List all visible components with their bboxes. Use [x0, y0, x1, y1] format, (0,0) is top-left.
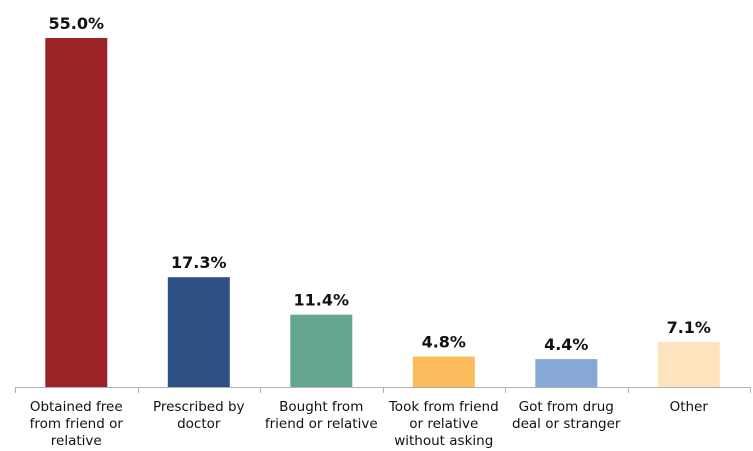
bar-other — [657, 341, 720, 387]
category-label-line: from friend or — [30, 416, 124, 432]
bars-group — [45, 38, 720, 387]
bar-prescribed-by-doctor — [167, 277, 230, 387]
category-label-took-from-friend-or-relative-without-asking: Took from friend or relative without askin… — [388, 399, 499, 449]
category-label-prescribed-by-doctor: Prescribed by doctor — [153, 399, 245, 432]
bar-obtained-free-from-friend-or-relative — [45, 38, 108, 387]
value-label-other: 7.1% — [667, 318, 711, 337]
x-axis — [15, 387, 751, 393]
category-label-got-from-drug-deal-or-stranger: Got from drug deal or stranger — [512, 399, 621, 432]
category-labels-group: Obtained free from friend or relative Presc… — [30, 399, 709, 449]
category-label-other: Other — [670, 399, 709, 415]
value-label-prescribed-by-doctor: 17.3% — [171, 253, 227, 272]
bar-got-from-drug-deal-or-stranger — [535, 359, 598, 387]
category-label-line: Took from friend — [388, 399, 499, 415]
value-label-obtained-free-from-friend-or-relative: 55.0% — [48, 14, 104, 33]
value-label-got-from-drug-deal-or-stranger: 4.4% — [544, 335, 588, 354]
category-label-line: Prescribed by — [153, 399, 245, 415]
category-label-line: relative — [51, 433, 102, 449]
category-label-line: without asking — [394, 433, 493, 449]
category-label-line: Obtained free — [30, 399, 123, 415]
bar-bought-from-friend-or-relative — [290, 314, 353, 387]
value-label-bought-from-friend-or-relative: 11.4% — [293, 291, 349, 310]
category-label-line: Bought from — [279, 399, 363, 415]
bar-took-from-friend-or-relative-without-asking — [412, 356, 475, 387]
category-label-line: doctor — [177, 416, 221, 432]
category-label-obtained-free-from-friend-or-relative: Obtained free from friend or relative — [30, 399, 124, 449]
category-label-line: Other — [670, 399, 709, 415]
category-label-line: friend or relative — [265, 416, 378, 432]
category-label-line: Got from drug — [519, 399, 614, 415]
category-label-line: deal or stranger — [512, 416, 621, 432]
value-labels-group: 55.0% 17.3% 11.4% 4.8% 4.4% 7.1% — [48, 14, 710, 354]
value-label-took-from-friend-or-relative-without-asking: 4.8% — [422, 333, 466, 352]
category-label-bought-from-friend-or-relative: Bought from friend or relative — [265, 399, 378, 432]
category-label-line: or relative — [409, 416, 478, 432]
